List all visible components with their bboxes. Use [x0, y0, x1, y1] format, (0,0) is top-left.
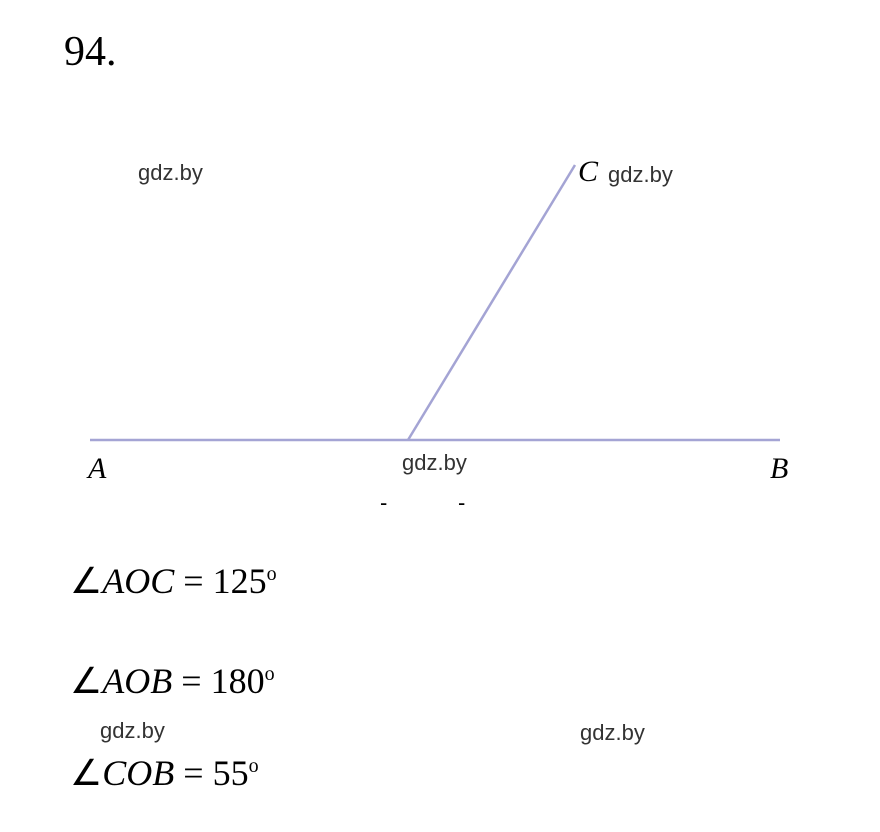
degree-symbol: o: [265, 663, 275, 685]
equals: =: [174, 561, 212, 601]
degree-symbol: o: [249, 755, 259, 777]
angle-name: COB: [102, 753, 174, 793]
angle-symbol: ∠: [70, 660, 102, 701]
angle-value: 55: [213, 753, 249, 793]
dash-2: -: [458, 490, 465, 516]
equals: =: [172, 661, 210, 701]
watermark-4: gdz.by: [100, 718, 165, 744]
point-B-label: B: [770, 452, 788, 486]
point-C-label: C: [578, 155, 598, 189]
angle-name: AOB: [102, 661, 172, 701]
geometry-diagram: [0, 0, 880, 550]
dash-1: -: [380, 490, 387, 516]
watermark-5: gdz.by: [580, 720, 645, 746]
equation-AOB: ∠AOB = 180o: [70, 660, 275, 702]
angle-symbol: ∠: [70, 560, 102, 601]
angle-value: 125: [213, 561, 267, 601]
angle-value: 180: [211, 661, 265, 701]
ray-OC: [408, 165, 575, 440]
equals: =: [174, 753, 212, 793]
angle-symbol: ∠: [70, 752, 102, 793]
degree-symbol: o: [267, 563, 277, 585]
point-A-label: A: [88, 452, 106, 486]
equation-COB: ∠COB = 55o: [70, 752, 259, 794]
equation-AOC: ∠AOC = 125o: [70, 560, 277, 602]
angle-name: AOC: [102, 561, 174, 601]
